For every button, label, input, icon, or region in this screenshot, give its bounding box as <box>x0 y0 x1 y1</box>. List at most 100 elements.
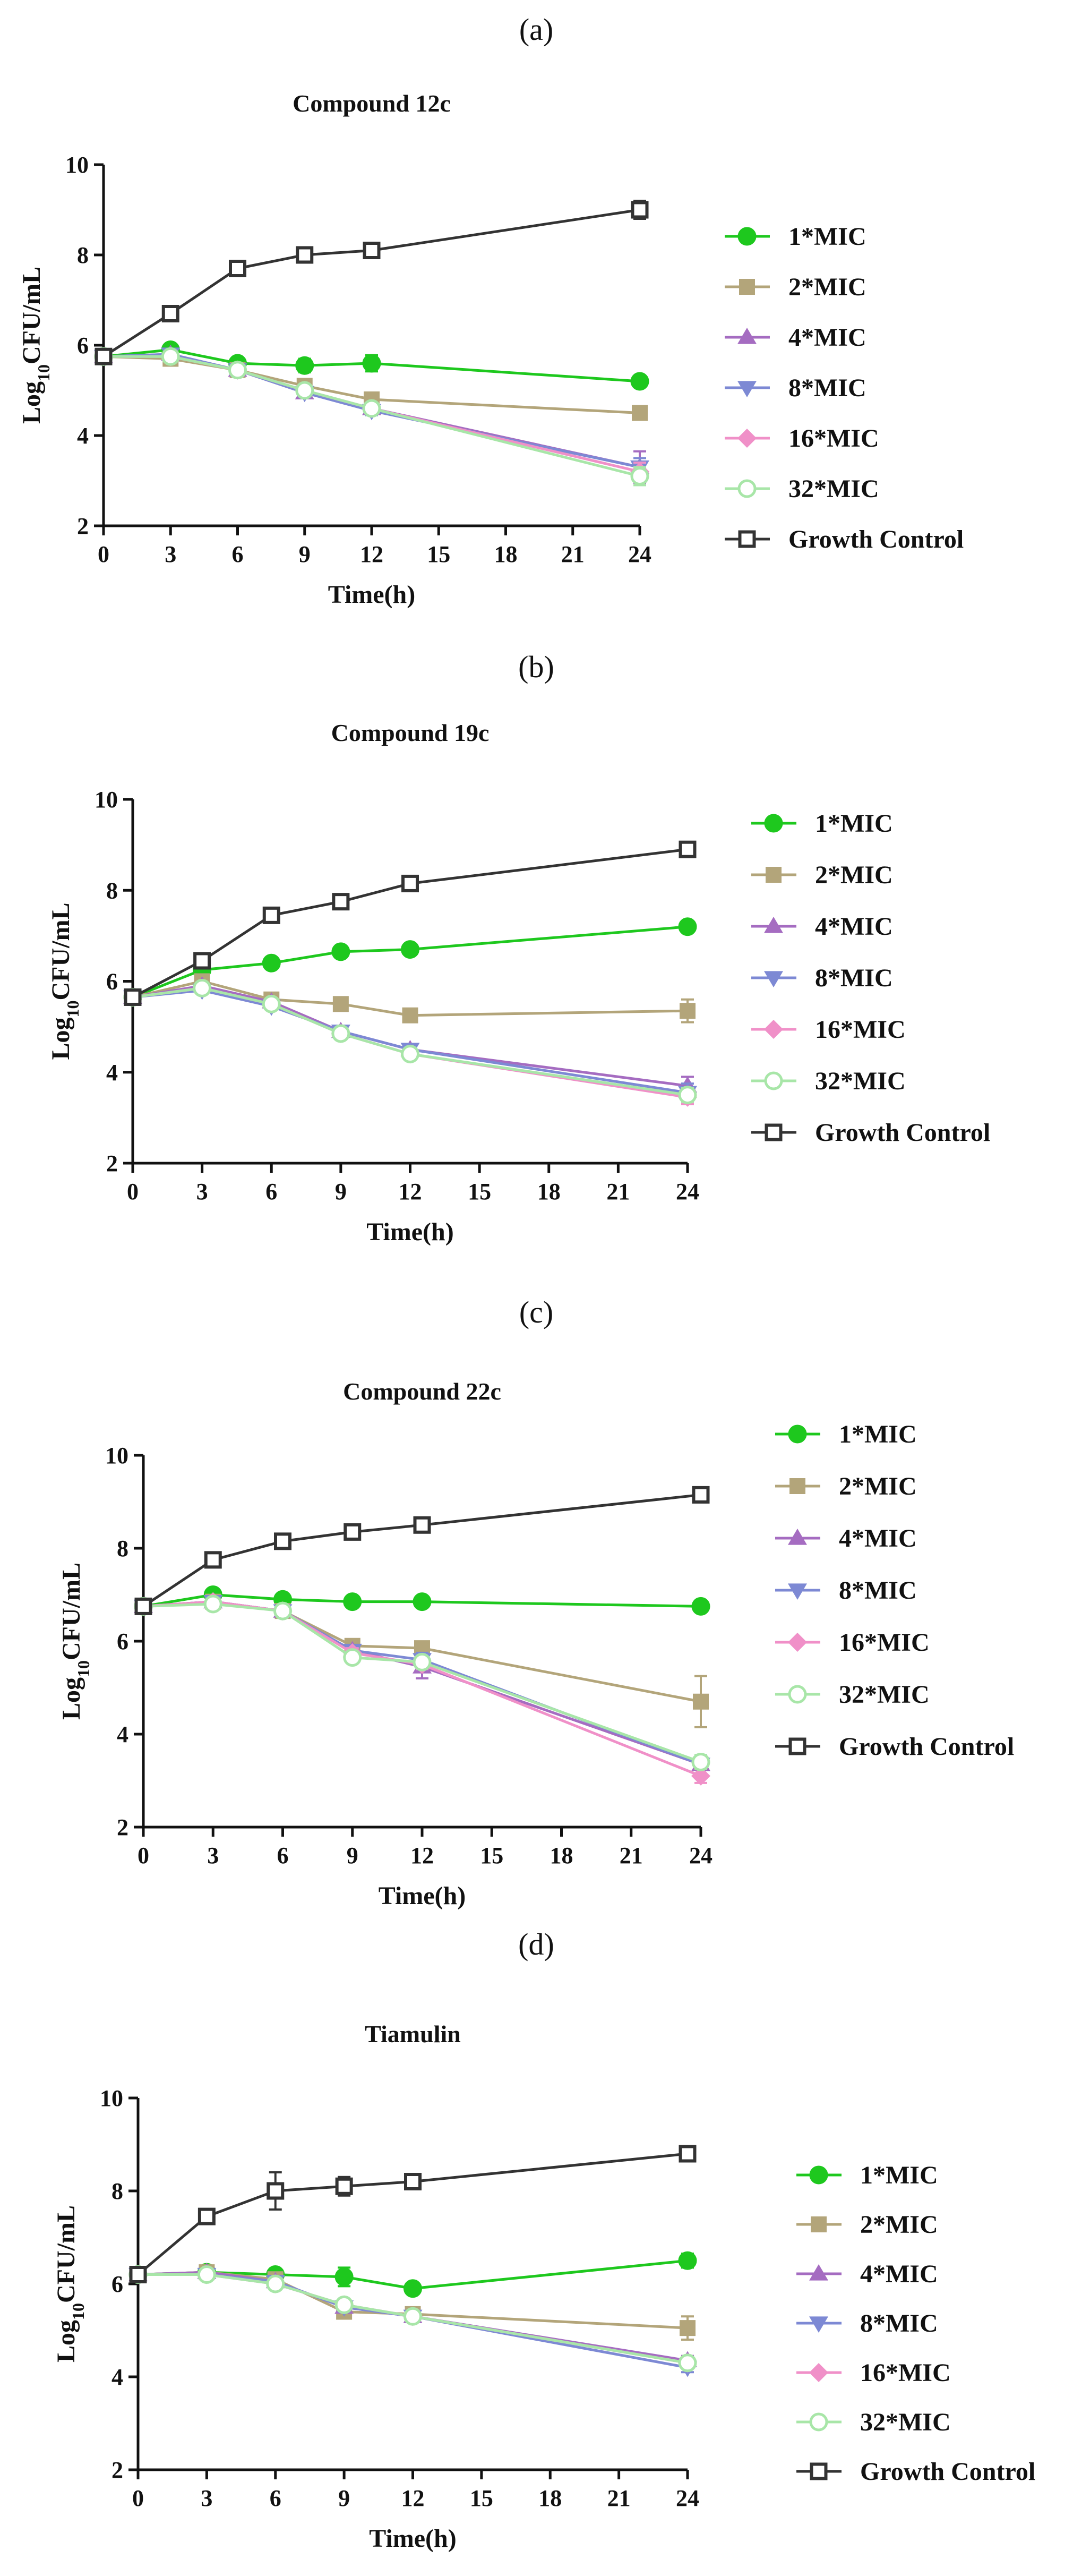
legend-marker <box>809 2412 828 2432</box>
x-tick-label: 24 <box>689 1843 713 1869</box>
data-point <box>134 1597 152 1615</box>
y-tick-label: 4 <box>106 1060 118 1086</box>
legend-marker <box>789 1478 805 1494</box>
legend-label: 1*MIC <box>839 1420 917 1448</box>
data-point <box>363 242 381 259</box>
series-line <box>143 1602 701 1763</box>
data-point <box>204 1551 222 1569</box>
legend-label: 2*MIC <box>788 273 866 301</box>
legend-marker <box>739 279 755 295</box>
data-point <box>266 2274 285 2293</box>
series-Growth Control: Growth Control <box>95 200 964 553</box>
y-tick-label: 2 <box>77 513 89 539</box>
series-4*MIC: 4*MIC <box>94 323 866 484</box>
series-line <box>138 2273 688 2365</box>
data-point <box>413 1652 432 1671</box>
legend-marker <box>765 1123 783 1141</box>
series-line <box>132 980 688 1017</box>
y-tick-label: 6 <box>106 969 118 995</box>
x-axis-label: Time(h) <box>369 2524 456 2553</box>
data-point <box>678 917 697 936</box>
series-2*MIC: 2*MIC <box>125 861 893 1023</box>
series-Growth Control: Growth Control <box>134 1486 1014 1761</box>
legend-label: 16*MIC <box>839 1628 930 1657</box>
legend-marker <box>809 2316 828 2333</box>
series-line <box>143 1600 701 1778</box>
legend-label: 16*MIC <box>815 1016 906 1044</box>
data-point <box>413 1516 431 1534</box>
panel-label: (a) <box>519 12 553 47</box>
legend-marker <box>788 1737 806 1755</box>
chart-title: Compound 22c <box>343 1378 501 1405</box>
data-point <box>678 2251 697 2270</box>
x-tick-label: 6 <box>232 541 244 567</box>
data-point <box>129 2266 147 2283</box>
x-tick-label: 9 <box>299 541 311 567</box>
x-tick-label: 6 <box>265 1179 277 1205</box>
data-point <box>228 361 247 380</box>
legend-label: 1*MIC <box>860 2161 938 2189</box>
y-tick-label: 2 <box>117 1814 128 1840</box>
x-tick-label: 18 <box>550 1843 573 1869</box>
series-line <box>143 1600 701 1766</box>
panel-label: (c) <box>519 1295 553 1329</box>
series-line <box>103 355 640 414</box>
legend-marker <box>764 917 783 933</box>
legend-label: 4*MIC <box>815 912 893 941</box>
series-16*MIC: 16*MIC <box>94 347 879 482</box>
data-point <box>632 405 648 421</box>
data-point <box>331 942 350 961</box>
panel-label: (d) <box>518 1927 554 1961</box>
data-point <box>198 2207 216 2225</box>
x-tick-label: 3 <box>201 2485 212 2511</box>
legend-label: 32*MIC <box>815 1067 906 1095</box>
legend-label: 4*MIC <box>860 2260 938 2288</box>
data-point <box>331 1024 350 1043</box>
data-point <box>404 2173 422 2190</box>
data-point <box>362 354 381 373</box>
series-1*MIC: 1*MIC <box>134 1420 917 1616</box>
data-point <box>332 996 349 1012</box>
x-tick-label: 12 <box>401 2485 425 2511</box>
legend-label: 8*MIC <box>860 2309 938 2338</box>
y-tick-label: 8 <box>117 1536 128 1562</box>
y-tick-label: 10 <box>95 787 118 813</box>
y-tick-label: 8 <box>111 2178 123 2204</box>
y-tick-label: 10 <box>65 152 89 178</box>
x-tick-label: 3 <box>207 1843 219 1869</box>
data-point <box>630 372 649 391</box>
series-8*MIC: 8*MIC <box>128 2267 938 2377</box>
x-axis-label: Time(h) <box>366 1218 453 1246</box>
series-32*MIC: 32*MIC <box>123 978 906 1105</box>
data-point <box>413 1592 432 1611</box>
y-tick-label: 10 <box>100 2085 123 2111</box>
data-point <box>296 246 314 264</box>
series-line <box>132 984 688 1087</box>
legend-marker <box>737 227 757 246</box>
series-line <box>132 986 688 1097</box>
data-point <box>193 978 212 997</box>
legend-marker <box>764 971 783 987</box>
data-point <box>401 874 419 892</box>
data-point <box>267 2182 285 2200</box>
series-line <box>132 925 688 999</box>
legend-label: 32*MIC <box>839 1681 930 1709</box>
chart-title: Compound 12c <box>293 90 451 117</box>
x-axis-label: Time(h) <box>379 1882 466 1910</box>
legend-marker <box>809 2264 828 2281</box>
legend-label: 8*MIC <box>788 374 866 402</box>
data-point <box>193 952 211 970</box>
x-tick-label: 15 <box>470 2485 493 2511</box>
series-line <box>137 2152 688 2276</box>
series-Growth Control: Growth Control <box>124 840 990 1147</box>
data-point <box>273 1601 292 1620</box>
data-point <box>401 1045 419 1063</box>
data-point <box>691 1753 710 1771</box>
x-tick-label: 9 <box>347 1843 358 1869</box>
data-point <box>295 356 314 375</box>
x-tick-label: 3 <box>165 541 176 567</box>
series-line <box>102 208 640 358</box>
data-point <box>229 260 246 277</box>
